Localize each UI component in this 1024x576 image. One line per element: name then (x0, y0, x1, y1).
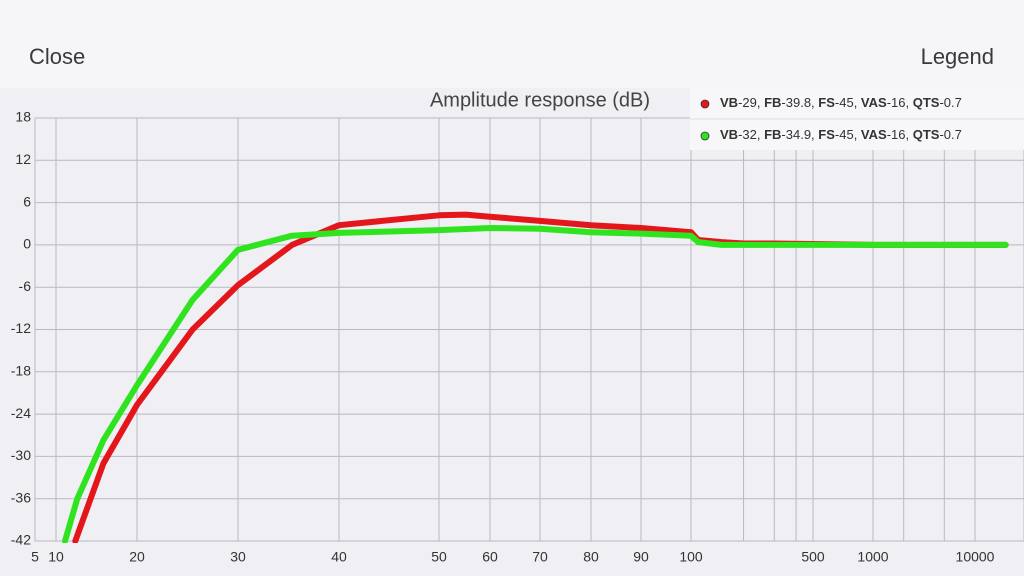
legend-button[interactable]: Legend (920, 44, 994, 69)
legend-label-part: -16, (887, 127, 913, 142)
x-tick-label: 5 (31, 549, 39, 565)
legend-label-part: -16, (887, 95, 913, 110)
y-tick-label: 12 (15, 151, 31, 167)
y-tick-label: 6 (23, 193, 31, 209)
x-tick-label: 80 (583, 549, 599, 565)
x-tick-label: 10000 (956, 549, 995, 565)
y-tick-label: -42 (11, 532, 31, 548)
legend-label-part: -29, (738, 95, 764, 110)
legend-label-part: FS (818, 95, 835, 110)
nav-bar: Close Legend (0, 0, 1024, 88)
legend-label-part: -45, (835, 95, 861, 110)
y-tick-label: -18 (11, 363, 31, 379)
legend-label-part: VAS (861, 95, 887, 110)
x-tick-label: 1000 (857, 549, 888, 565)
y-tick-label: -24 (11, 405, 31, 421)
legend-label-part: -32, (738, 127, 764, 142)
y-tick-label: -6 (19, 278, 32, 294)
x-tick-label: 70 (532, 549, 548, 565)
legend-label-part: -39.8, (781, 95, 818, 110)
y-tick-label: 0 (23, 236, 31, 252)
x-tick-label: 100 (679, 549, 703, 565)
legend-label-part: -0.7 (939, 95, 961, 110)
chart-title: Amplitude response (dB) (430, 89, 650, 111)
legend-label-part: VB (720, 95, 738, 110)
y-tick-label: 18 (15, 109, 31, 125)
legend-label-part: -0.7 (939, 127, 961, 142)
x-tick-label: 40 (331, 549, 347, 565)
y-tick-label: -30 (11, 447, 31, 463)
legend-dot (700, 99, 710, 109)
x-tick-label: 50 (431, 549, 447, 565)
legend-label: VB-29, FB-39.8, FS-45, VAS-16, QTS-0.7 (720, 95, 962, 110)
legend-label-part: FB (764, 95, 781, 110)
legend-label: VB-32, FB-34.9, FS-45, VAS-16, QTS-0.7 (720, 127, 962, 142)
legend-label-part: QTS (913, 95, 940, 110)
legend-label-part: FB (764, 127, 781, 142)
close-button[interactable]: Close (29, 44, 86, 69)
legend-label-part: QTS (913, 127, 940, 142)
x-tick-label: 30 (230, 549, 246, 565)
x-tick-label: 10 (48, 549, 64, 565)
x-tick-label: 90 (633, 549, 649, 565)
y-tick-label: -36 (11, 489, 31, 505)
y-tick-label: -12 (11, 320, 31, 336)
x-tick-label: 500 (801, 549, 825, 565)
x-tick-label: 20 (129, 549, 145, 565)
legend-label-part: FS (818, 127, 835, 142)
legend-label-part: -45, (835, 127, 861, 142)
x-tick-label: 60 (482, 549, 498, 565)
legend-label-part: VB (720, 127, 738, 142)
legend-dot (700, 131, 710, 141)
response-curve (62, 225, 1009, 543)
legend-label-part: VAS (861, 127, 887, 142)
legend-label-part: -34.9, (781, 127, 818, 142)
